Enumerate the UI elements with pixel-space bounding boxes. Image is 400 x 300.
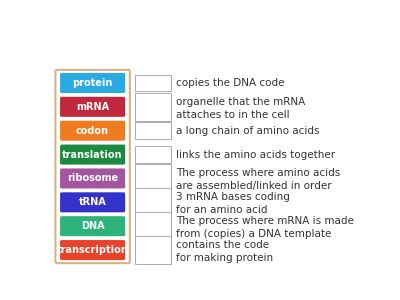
FancyBboxPatch shape [60, 145, 125, 165]
Text: transcription: transcription [57, 245, 128, 255]
FancyBboxPatch shape [135, 212, 171, 240]
FancyBboxPatch shape [135, 74, 171, 92]
FancyBboxPatch shape [60, 73, 125, 93]
Text: links the amino acids together: links the amino acids together [176, 150, 336, 160]
Text: tRNA: tRNA [79, 197, 106, 207]
FancyBboxPatch shape [135, 236, 171, 264]
FancyBboxPatch shape [60, 192, 125, 212]
Text: translation: translation [62, 150, 123, 160]
Text: The process where amino acids
are assembled/linked in order: The process where amino acids are assemb… [176, 168, 340, 191]
Text: The process where mRNA is made
from (copies) a DNA template: The process where mRNA is made from (cop… [176, 216, 354, 239]
Text: 3 mRNA bases coding
for an amino acid: 3 mRNA bases coding for an amino acid [176, 192, 290, 215]
Text: contains the code
for making protein: contains the code for making protein [176, 240, 274, 263]
FancyBboxPatch shape [60, 168, 125, 188]
FancyBboxPatch shape [60, 240, 125, 260]
FancyBboxPatch shape [56, 70, 130, 263]
Text: codon: codon [76, 126, 109, 136]
FancyBboxPatch shape [135, 164, 171, 192]
FancyBboxPatch shape [135, 146, 171, 163]
Text: a long chain of amino acids: a long chain of amino acids [176, 126, 320, 136]
FancyBboxPatch shape [60, 121, 125, 141]
FancyBboxPatch shape [135, 122, 171, 139]
FancyBboxPatch shape [60, 97, 125, 117]
FancyBboxPatch shape [60, 216, 125, 236]
Text: copies the DNA code: copies the DNA code [176, 78, 285, 88]
FancyBboxPatch shape [135, 188, 171, 216]
FancyBboxPatch shape [135, 93, 171, 121]
Text: mRNA: mRNA [76, 102, 109, 112]
Text: organelle that the mRNA
attaches to in the cell: organelle that the mRNA attaches to in t… [176, 97, 306, 120]
Text: ribosome: ribosome [67, 173, 118, 184]
Text: protein: protein [72, 78, 113, 88]
Text: DNA: DNA [81, 221, 104, 231]
